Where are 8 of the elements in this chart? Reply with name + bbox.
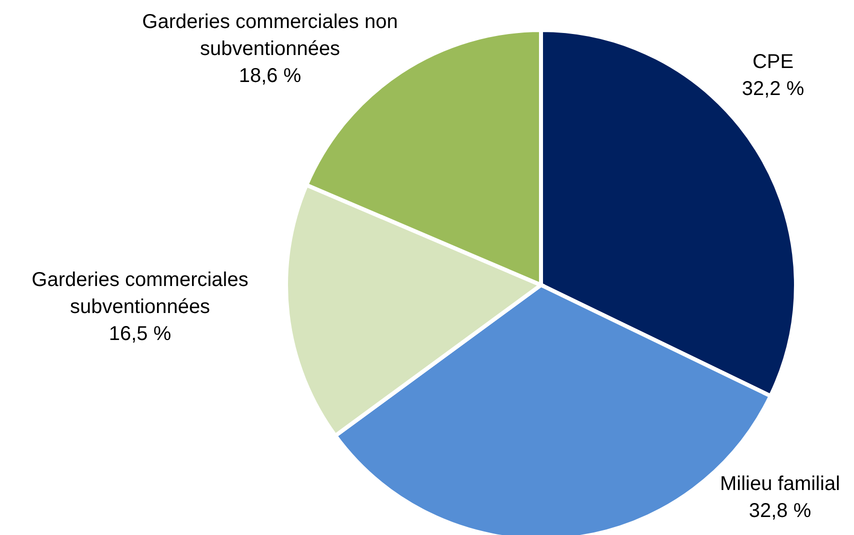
data-label: 16,5 % [108,323,172,345]
data-label: 18,6 % [238,65,302,87]
slice-label: Garderies commerciales non subventionnées [142,11,398,60]
slice-label: Garderies commerciales subventionnées [32,269,248,318]
data-label: 32,8 % [748,500,812,522]
slice-label: CPE [752,51,794,73]
data-label: 32,2 % [742,78,804,100]
slice-label: Milieu familial [720,473,840,495]
